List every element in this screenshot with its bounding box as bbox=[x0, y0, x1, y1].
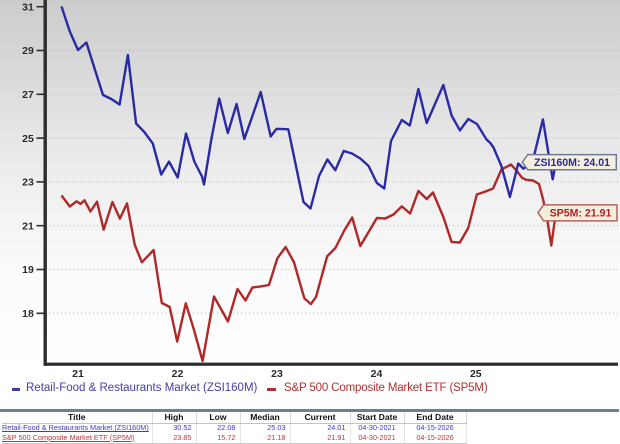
svg-text:24: 24 bbox=[371, 368, 383, 380]
svg-text:21: 21 bbox=[22, 220, 34, 232]
svg-text:19: 19 bbox=[22, 264, 34, 276]
svg-text:23: 23 bbox=[271, 368, 283, 380]
svg-text:22: 22 bbox=[172, 368, 184, 380]
svg-text:SP5M: 21.91: SP5M: 21.91 bbox=[550, 208, 612, 220]
svg-text:25: 25 bbox=[470, 368, 482, 380]
svg-text:25: 25 bbox=[22, 133, 34, 145]
svg-text:18: 18 bbox=[22, 308, 34, 320]
svg-text:29: 29 bbox=[22, 45, 34, 57]
svg-text:21: 21 bbox=[72, 368, 84, 380]
svg-text:ZSI160M: 24.01: ZSI160M: 24.01 bbox=[534, 157, 610, 169]
svg-text:23: 23 bbox=[22, 177, 34, 189]
svg-text:27: 27 bbox=[22, 89, 34, 101]
svg-text:31: 31 bbox=[22, 1, 34, 13]
